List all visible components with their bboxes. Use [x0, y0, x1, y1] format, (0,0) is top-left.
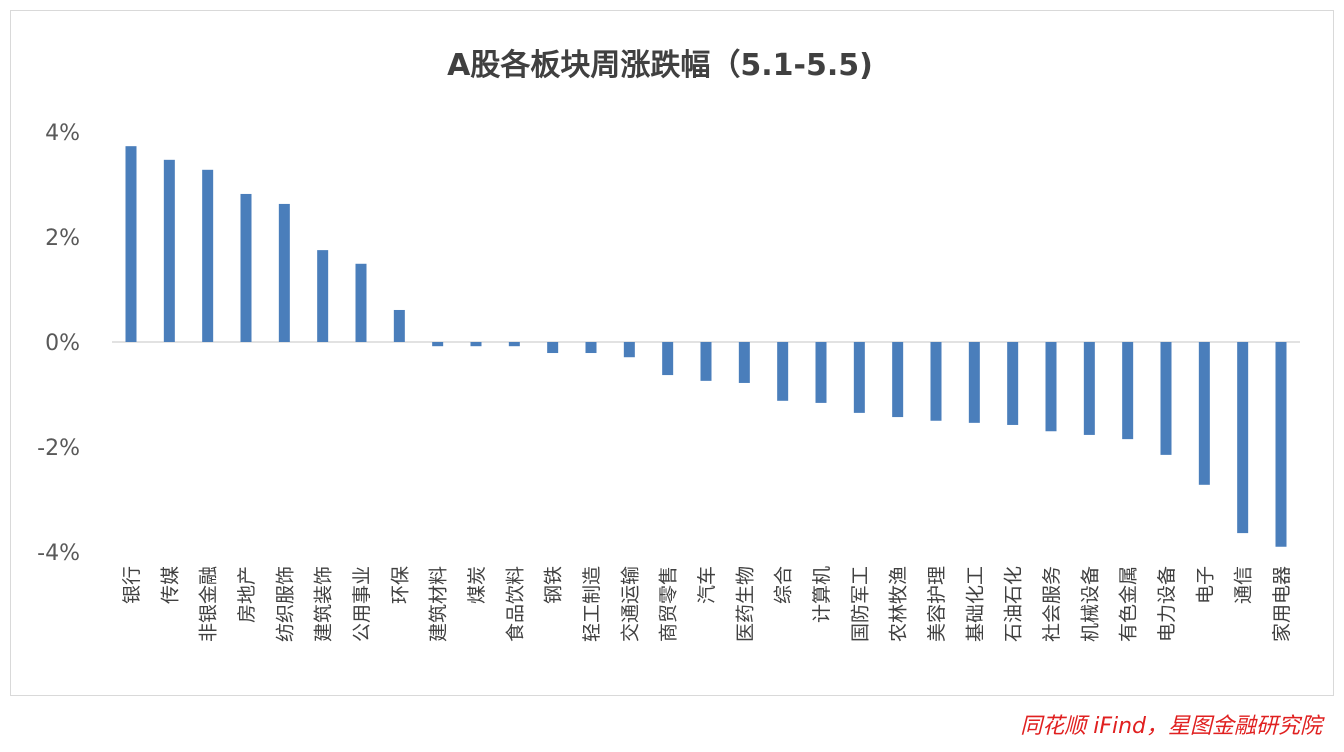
category-label: 房地产 [236, 566, 258, 623]
y-tick-label: -4% [37, 541, 80, 566]
bar [240, 193, 252, 342]
category-label: 基础化工 [964, 566, 986, 642]
category-label: 煤炭 [466, 566, 488, 604]
category-label: 建筑装饰 [313, 566, 335, 642]
y-tick-label: 2% [45, 226, 80, 251]
category-label: 钢铁 [543, 566, 565, 604]
bar [432, 342, 444, 347]
bar [1122, 342, 1134, 440]
bar [700, 342, 712, 381]
category-label: 纺织服饰 [274, 566, 296, 642]
category-label: 计算机 [811, 566, 833, 623]
category-label: 公用事业 [351, 566, 373, 642]
bar [930, 342, 942, 421]
bar [470, 342, 482, 347]
bar [317, 250, 329, 342]
y-tick-label: -2% [37, 436, 80, 461]
category-label: 环保 [389, 566, 411, 604]
bar [1045, 342, 1057, 432]
source-note: 同花顺 iFind，星图金融研究院 [1020, 714, 1322, 739]
bar [1007, 342, 1019, 425]
category-label: 食品饮料 [504, 566, 526, 642]
bar [777, 342, 789, 401]
category-label: 银行 [121, 566, 143, 604]
category-label: 电子 [1194, 566, 1216, 604]
category-label: 医药生物 [734, 566, 756, 642]
bar [355, 263, 367, 342]
category-label: 非银金融 [198, 566, 220, 642]
category-label: 传媒 [159, 566, 181, 604]
chart-title: A股各板块周涨跌幅（5.1-5.5) [447, 48, 873, 83]
bar [1237, 342, 1249, 534]
bar [1198, 342, 1210, 485]
bar [1083, 342, 1095, 435]
bar [278, 203, 290, 342]
category-label: 轻工制造 [581, 566, 603, 642]
bar [853, 342, 865, 413]
bar [508, 342, 520, 347]
bar [662, 342, 674, 376]
category-label: 有色金属 [1118, 566, 1140, 642]
bar [1275, 342, 1287, 547]
category-label: 石油石化 [1003, 566, 1025, 642]
category-label: 通信 [1233, 566, 1255, 604]
category-label: 综合 [773, 566, 795, 604]
category-label: 汽车 [696, 566, 718, 604]
bar [815, 342, 827, 403]
bar [1160, 342, 1172, 455]
bar [968, 342, 980, 423]
category-label: 农林牧渔 [888, 566, 910, 642]
y-tick-label: 0% [45, 331, 80, 356]
category-label: 社会服务 [1041, 566, 1063, 642]
bar [623, 342, 635, 358]
category-label: 美容护理 [926, 566, 948, 642]
category-label: 家用电器 [1271, 566, 1293, 642]
bar [892, 342, 904, 418]
category-label: 建筑材料 [428, 566, 450, 642]
y-tick-label: 4% [45, 121, 80, 146]
bar [202, 169, 214, 342]
bar [393, 309, 405, 342]
bar [163, 159, 175, 342]
bar [738, 342, 750, 383]
bar [585, 342, 597, 354]
category-label: 机械设备 [1079, 566, 1101, 642]
category-label: 电力设备 [1156, 566, 1178, 642]
category-label: 交通运输 [619, 566, 641, 642]
category-label: 商贸零售 [658, 566, 680, 642]
bar [547, 342, 559, 354]
category-label: 国防军工 [849, 566, 871, 642]
bar [125, 146, 137, 342]
